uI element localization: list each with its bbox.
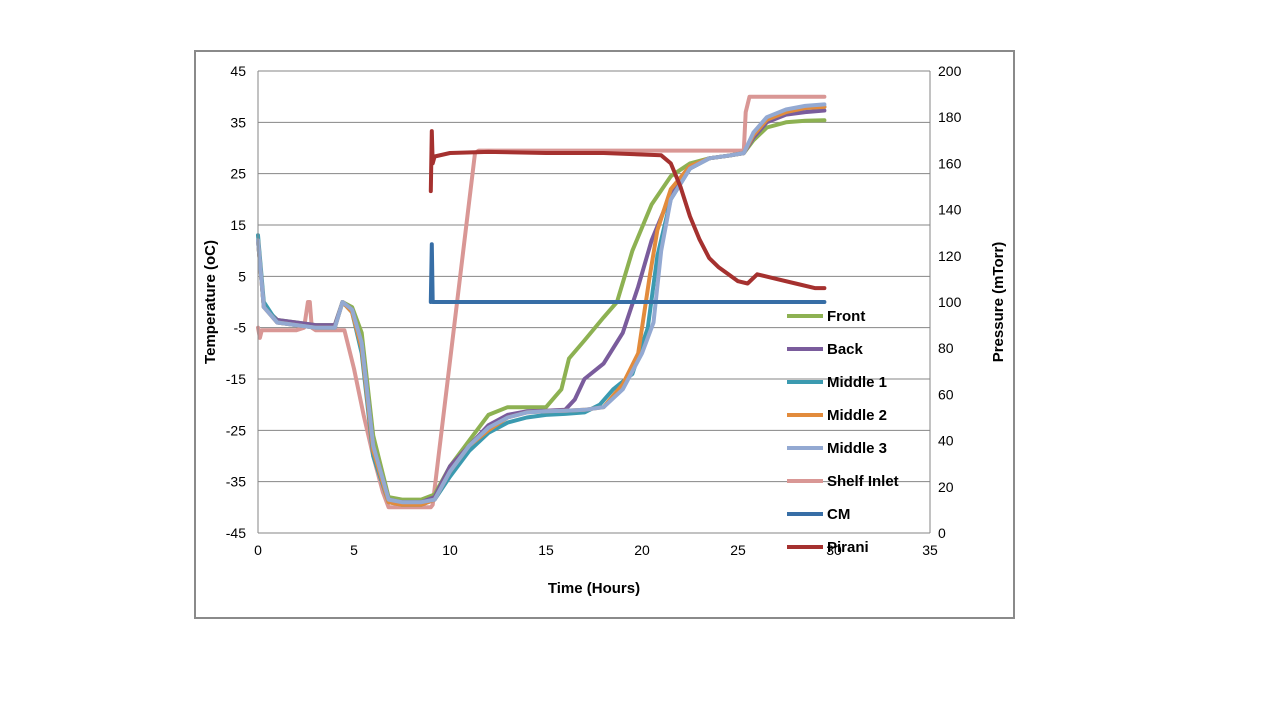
series-line-pirani bbox=[428, 129, 827, 291]
y-right-axis-title: Pressure (mTorr) bbox=[990, 242, 1007, 363]
y-left-tick-label: 5 bbox=[238, 268, 246, 284]
legend-label-shelf-inlet: Shelf Inlet bbox=[827, 473, 899, 490]
y-right-tick-label: 80 bbox=[938, 340, 954, 356]
x-tick-label: 20 bbox=[634, 542, 650, 558]
y-left-tick-label: -45 bbox=[226, 525, 246, 541]
axes bbox=[257, 71, 931, 534]
y-left-tick-label: 35 bbox=[230, 114, 246, 130]
x-tick-label: 35 bbox=[922, 542, 938, 558]
x-tick-label: 25 bbox=[730, 542, 746, 558]
y-right-tick-label: 100 bbox=[938, 294, 962, 310]
x-tick-label: 30 bbox=[826, 542, 842, 558]
y-right-tick-label: 200 bbox=[938, 63, 962, 79]
y-right-tick-label: 140 bbox=[938, 202, 962, 218]
x-tick-label: 0 bbox=[254, 542, 262, 558]
x-axis-title: Time (Hours) bbox=[548, 580, 640, 597]
series-line-cm bbox=[428, 242, 827, 304]
x-tick-label: 10 bbox=[442, 542, 458, 558]
legend-label-middle-1: Middle 1 bbox=[827, 374, 887, 391]
y-right-tick-label: 0 bbox=[938, 525, 946, 541]
y-left-axis-title: Temperature (oC) bbox=[202, 240, 219, 364]
x-tick-label: 5 bbox=[350, 542, 358, 558]
legend-label-middle-3: Middle 3 bbox=[827, 440, 887, 457]
chart-canvas: -45-35-25-15-551525354502040608010012014… bbox=[202, 63, 1007, 597]
series-line-middle-3 bbox=[256, 102, 827, 505]
legend-label-pirani: Pirani bbox=[827, 539, 869, 556]
x-tick-label: 15 bbox=[538, 542, 554, 558]
y-right-tick-label: 20 bbox=[938, 479, 954, 495]
legend-label-cm: CM bbox=[827, 506, 850, 523]
legend: Front Back Middle 1 Middle 2 Middle 3 Shelf I… bbox=[787, 308, 899, 556]
legend-label-front: Front bbox=[827, 308, 865, 325]
y-right-tick-label: 180 bbox=[938, 109, 962, 125]
y-left-tick-label: 45 bbox=[230, 63, 246, 79]
y-left-tick-label: -35 bbox=[226, 474, 246, 490]
y-left-tick-label: 25 bbox=[230, 166, 246, 182]
y-right-tick-label: 60 bbox=[938, 386, 954, 402]
y-right-tick-label: 40 bbox=[938, 433, 954, 449]
series-lines bbox=[256, 94, 827, 510]
legend-label-back: Back bbox=[827, 341, 864, 358]
y-right-tick-label: 120 bbox=[938, 248, 962, 264]
y-left-tick-label: -15 bbox=[226, 371, 246, 387]
legend-label-middle-2: Middle 2 bbox=[827, 407, 887, 424]
y-left-tick-label: -25 bbox=[226, 422, 246, 438]
y-left-tick-label: -5 bbox=[234, 320, 247, 336]
y-right-tick-label: 160 bbox=[938, 155, 962, 171]
y-left-tick-label: 15 bbox=[230, 217, 246, 233]
tick-labels: -45-35-25-15-551525354502040608010012014… bbox=[226, 63, 962, 558]
series-line-front bbox=[256, 118, 827, 502]
chart-frame: -45 -35 -25 -15 -5 5 15 25 35 45 0 20 40 60 80 100 120 14… bbox=[194, 50, 1015, 619]
series-line-shelf-inlet bbox=[256, 94, 827, 510]
